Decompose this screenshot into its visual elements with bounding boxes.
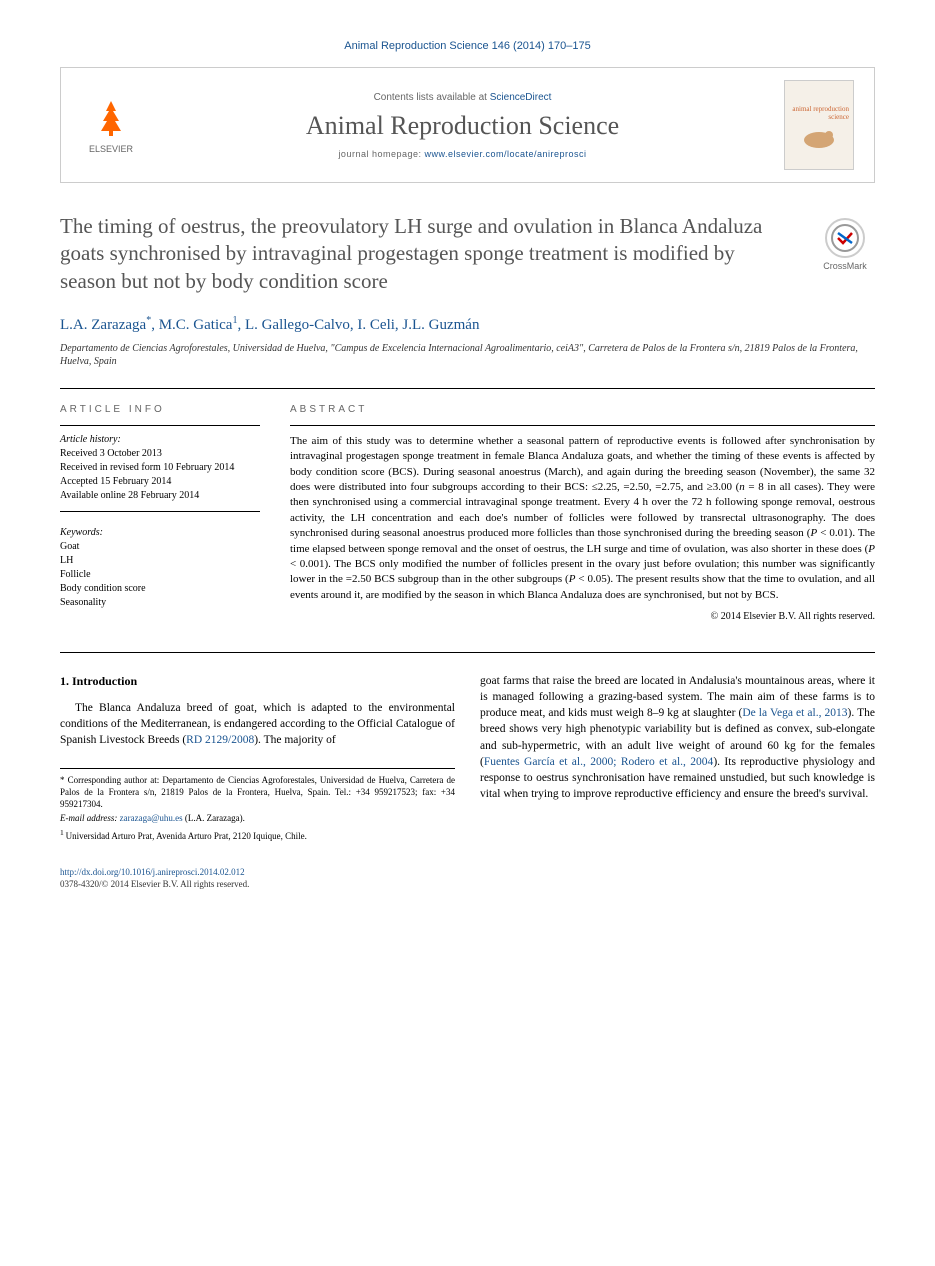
history-item: Received in revised form 10 February 201… xyxy=(60,461,260,475)
contents-prefix: Contents lists available at xyxy=(374,92,490,103)
contents-line: Contents lists available at ScienceDirec… xyxy=(141,92,784,103)
abstract-copyright: © 2014 Elsevier B.V. All rights reserved… xyxy=(290,611,875,622)
keyword-item: Seasonality xyxy=(60,596,260,610)
sciencedirect-link[interactable]: ScienceDirect xyxy=(490,92,552,103)
keyword-item: Follicle xyxy=(60,568,260,582)
crossmark-label: CrossMark xyxy=(823,261,867,271)
keywords-label: Keywords: xyxy=(60,527,260,538)
title-text: The timing of oestrus, the preovulatory … xyxy=(60,214,762,293)
history-item: Received 3 October 2013 xyxy=(60,447,260,461)
abstract-text: The aim of this study was to determine w… xyxy=(290,434,875,603)
bottom-bar: http://dx.doi.org/10.1016/j.anireprosci.… xyxy=(60,866,875,891)
corr-label: * Corresponding author at: xyxy=(60,775,162,785)
elsevier-tree-icon xyxy=(81,96,141,144)
authors-line: L.A. Zarazaga*, M.C. Gatica1, L. Gallego… xyxy=(60,315,875,334)
keyword-item: LH xyxy=(60,554,260,568)
section-heading: 1. Introduction xyxy=(60,673,455,690)
info-divider xyxy=(60,511,260,512)
journal-banner: ELSEVIER Contents lists available at Sci… xyxy=(60,67,875,183)
elsevier-label: ELSEVIER xyxy=(81,144,141,154)
note-text: Universidad Arturo Prat, Avenida Arturo … xyxy=(66,831,307,841)
author-note-1: 1 Universidad Arturo Prat, Avenida Artur… xyxy=(60,828,455,843)
journal-homepage: journal homepage: www.elsevier.com/locat… xyxy=(141,149,784,159)
email-suffix: (L.A. Zarazaga). xyxy=(183,813,245,823)
article-info-header: ARTICLE INFO xyxy=(60,404,260,415)
citation-header: Animal Reproduction Science 146 (2014) 1… xyxy=(60,40,875,52)
reference-link[interactable]: De la Vega et al., 2013 xyxy=(742,707,847,719)
info-divider xyxy=(60,425,260,426)
crossmark-icon xyxy=(825,218,865,258)
homepage-prefix: journal homepage: xyxy=(338,149,424,159)
corresponding-author-note: * Corresponding author at: Departamento … xyxy=(60,775,455,810)
divider xyxy=(60,652,875,653)
issn-copyright: 0378-4320/© 2014 Elsevier B.V. All right… xyxy=(60,878,875,891)
keywords-list: GoatLHFollicleBody condition scoreSeason… xyxy=(60,540,260,610)
body-columns: 1. Introduction The Blanca Andaluza bree… xyxy=(60,673,875,846)
journal-cover-thumbnail[interactable]: animal reproduction science xyxy=(784,80,854,170)
crossmark-badge[interactable]: CrossMark xyxy=(815,218,875,273)
section-number: 1. xyxy=(60,674,69,688)
article-title: The timing of oestrus, the preovulatory … xyxy=(60,213,875,295)
abstract-header: ABSTRACT xyxy=(290,404,875,415)
email-note: E-mail address: zarazaga@uhu.es (L.A. Za… xyxy=(60,813,455,825)
keyword-item: Body condition score xyxy=(60,582,260,596)
history-item: Accepted 15 February 2014 xyxy=(60,475,260,489)
info-abstract-row: ARTICLE INFO Article history: Received 3… xyxy=(60,404,875,622)
history-label: Article history: xyxy=(60,434,260,445)
history-list: Received 3 October 2013Received in revis… xyxy=(60,447,260,503)
cover-animal-icon xyxy=(799,125,839,150)
keyword-item: Goat xyxy=(60,540,260,554)
email-label: E-mail address: xyxy=(60,813,120,823)
article-info-column: ARTICLE INFO Article history: Received 3… xyxy=(60,404,260,622)
cover-title: animal reproduction science xyxy=(785,101,853,125)
homepage-link[interactable]: www.elsevier.com/locate/anireprosci xyxy=(425,149,587,159)
elsevier-logo[interactable]: ELSEVIER xyxy=(81,96,141,154)
body-left-column: 1. Introduction The Blanca Andaluza bree… xyxy=(60,673,455,846)
history-item: Available online 28 February 2014 xyxy=(60,489,260,503)
abstract-divider xyxy=(290,425,875,426)
reference-link[interactable]: Fuentes García et al., 2000; Rodero et a… xyxy=(484,756,713,768)
reference-link[interactable]: RD 2129/2008 xyxy=(186,734,254,746)
section-title: Introduction xyxy=(72,674,137,688)
email-link[interactable]: zarazaga@uhu.es xyxy=(120,813,183,823)
doi-link[interactable]: http://dx.doi.org/10.1016/j.anireprosci.… xyxy=(60,867,245,877)
body-paragraph: The Blanca Andaluza breed of goat, which… xyxy=(60,700,455,748)
banner-center: Contents lists available at ScienceDirec… xyxy=(141,92,784,159)
journal-name: Animal Reproduction Science xyxy=(141,111,784,141)
footnotes: * Corresponding author at: Departamento … xyxy=(60,768,455,842)
body-paragraph: goat farms that raise the breed are loca… xyxy=(480,673,875,802)
divider xyxy=(60,388,875,389)
para-text: ). The majority of xyxy=(254,734,336,746)
abstract-column: ABSTRACT The aim of this study was to de… xyxy=(290,404,875,622)
body-right-column: goat farms that raise the breed are loca… xyxy=(480,673,875,846)
affiliation: Departamento de Ciencias Agroforestales,… xyxy=(60,342,875,368)
